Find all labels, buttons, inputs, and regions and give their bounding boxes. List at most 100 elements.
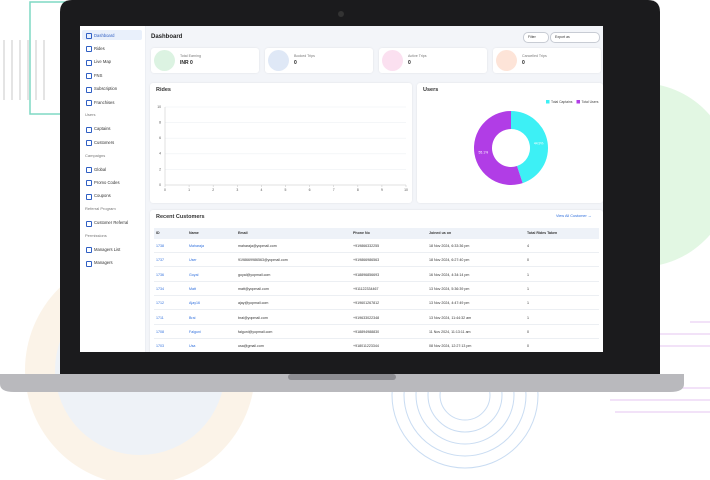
menu-item[interactable]: Captains [94,126,111,132]
stat-row: Total Earning INR 0 Booked Trips 0 Active Tr… [151,48,601,74]
menu-item[interactable]: Global [94,166,107,172]
x-tick-label: 4 [260,188,262,192]
table-cell: +918896856693 [353,272,380,277]
menu-icon [86,247,92,254]
stat-label: Booked Trips [294,54,315,58]
table-cell: 13 Nov 2024, 11:44:32 am [429,315,472,320]
menu-item[interactable]: Promo Codes [94,179,120,185]
y-tick-label: 2 [159,167,161,171]
row-divider [154,266,599,267]
table-cell: goyal@yopmail.com [238,272,271,277]
table-cell: matt@yopmail.com [238,286,269,291]
menu-icon [86,260,92,267]
table-cell: 08 Nov 2024, 12:27:13 pm [429,344,472,349]
menu-item[interactable]: Rides [94,45,105,51]
row-divider [154,309,599,310]
x-tick-label: 7 [333,188,335,192]
table-cell[interactable]: Falguni [189,329,201,334]
table-cell: 13 Nov 2024, 5:36:39 pm [429,286,470,291]
view-all-link[interactable]: View All Customer → [556,214,592,218]
menu-item[interactable]: Live Map [94,59,111,65]
table-cell[interactable]: 1737 [156,258,164,263]
table-cell: 11 Nov 2024, 11:13:11 am [429,329,471,334]
x-tick-label: 0 [164,188,166,192]
users-chart: 44.9% 55.1% Total Captains Total Users [474,100,599,185]
menu-icon [86,180,92,187]
row-divider [154,337,599,339]
table-cell: 18 Nov 2024, 6:33:36 pm [429,244,470,248]
filter-button[interactable]: Filter [523,32,549,43]
x-tick-label: 5 [285,188,287,192]
slice-label: 44.9% [534,141,544,145]
stat-icon [268,50,289,71]
table-cell: 0 [527,329,529,334]
menu-item[interactable]: Customer Referral [94,220,129,226]
x-tick-label: 1 [188,188,190,192]
menu-item[interactable]: Coupons [94,193,111,199]
x-tick-label: 8 [357,188,359,192]
menu-item[interactable]: Managers [94,260,113,266]
y-tick-label: 6 [159,136,161,140]
table-cell[interactable]: 1734 [156,286,164,291]
table-cell[interactable]: Usa [189,344,196,349]
column-header: Name [189,231,199,235]
menu-item[interactable]: FNS [94,72,103,78]
table-cell: brai@yopmail.com [238,315,268,320]
stat-value: 0 [294,60,297,66]
active-highlight [82,30,142,40]
table-cell[interactable]: 1736 [156,272,164,277]
donut-slice [474,111,523,185]
menu-item[interactable]: Dashboard [94,32,115,38]
menu-item[interactable]: Managers List [94,246,121,252]
stat-value: 0 [408,60,411,66]
menu-item[interactable]: Subscription [94,86,118,92]
table-cell[interactable]: Ajay16 [189,301,200,306]
table-cell: 4 [527,244,529,248]
table-cell[interactable]: Brai [189,315,196,320]
menu-item[interactable]: Franchises [94,99,115,105]
table-cell: 13 Nov 2024, 4:47:49 pm [429,301,470,306]
menu-heading: Campaigns [85,152,106,158]
table-cell: usa@gmail.com [238,344,264,349]
table-cell[interactable]: 1703 [156,344,164,349]
menu-item[interactable]: Customers [94,139,115,145]
y-tick-label: 0 [159,183,161,187]
rides-chart: 0 2 4 6 8 10 0 1 2 3 4 5 6 7 8 9 10 [157,105,408,192]
table-cell: 1 [527,272,529,277]
table-cell[interactable]: 1738 [156,244,164,248]
table-cell: +918011223344 [353,344,379,349]
menu-icon [86,86,92,93]
menu-icon [86,59,92,66]
table-cell[interactable]: Goyal [189,272,199,277]
rides-card: Rides 0 2 4 6 8 10 0 1 2 3 4 5 6 7 8 9 10 [150,83,412,203]
table-cell: 18 Nov 2024, 6:27:40 pm [429,258,470,263]
menu-icon [86,220,92,227]
stat-icon [154,50,175,71]
table-cell[interactable]: 1708 [156,329,164,334]
menu-icon [86,100,92,106]
legend-label: Total Users [582,100,599,104]
export-dropdown[interactable]: Export as [550,32,600,43]
table-cell: 0 [527,344,529,349]
table-cell[interactable]: Matt [189,286,196,291]
row-divider [154,294,599,296]
x-tick-label: 6 [309,188,311,192]
table-cell: maharaja@yopmail.com [238,244,277,248]
stat-icon [382,50,403,71]
table-cell[interactable]: Maharaja [189,244,204,248]
table-cell[interactable]: 1711 [156,315,164,320]
table-cell: +918894988830 [353,329,380,334]
row-divider [154,323,599,324]
table-cell[interactable]: User [189,258,197,263]
table-cell: +911122334467 [353,286,379,291]
table-cell[interactable]: 1712 [156,301,164,306]
users-card: Users 44.9% 55.1% Total Captains Total User… [417,83,603,203]
stat-card: Booked Trips 0 [265,48,373,73]
page-title: Dashboard [151,34,183,40]
column-header: Total Rides Taken [527,231,558,235]
stat-value: 0 [522,60,525,66]
donut-slice [511,111,548,184]
stat-card: Total Earning INR 0 [151,48,259,73]
table-cell: 1 [527,301,529,306]
customers-card: Recent Customers View All Customer → ID N… [150,210,603,352]
